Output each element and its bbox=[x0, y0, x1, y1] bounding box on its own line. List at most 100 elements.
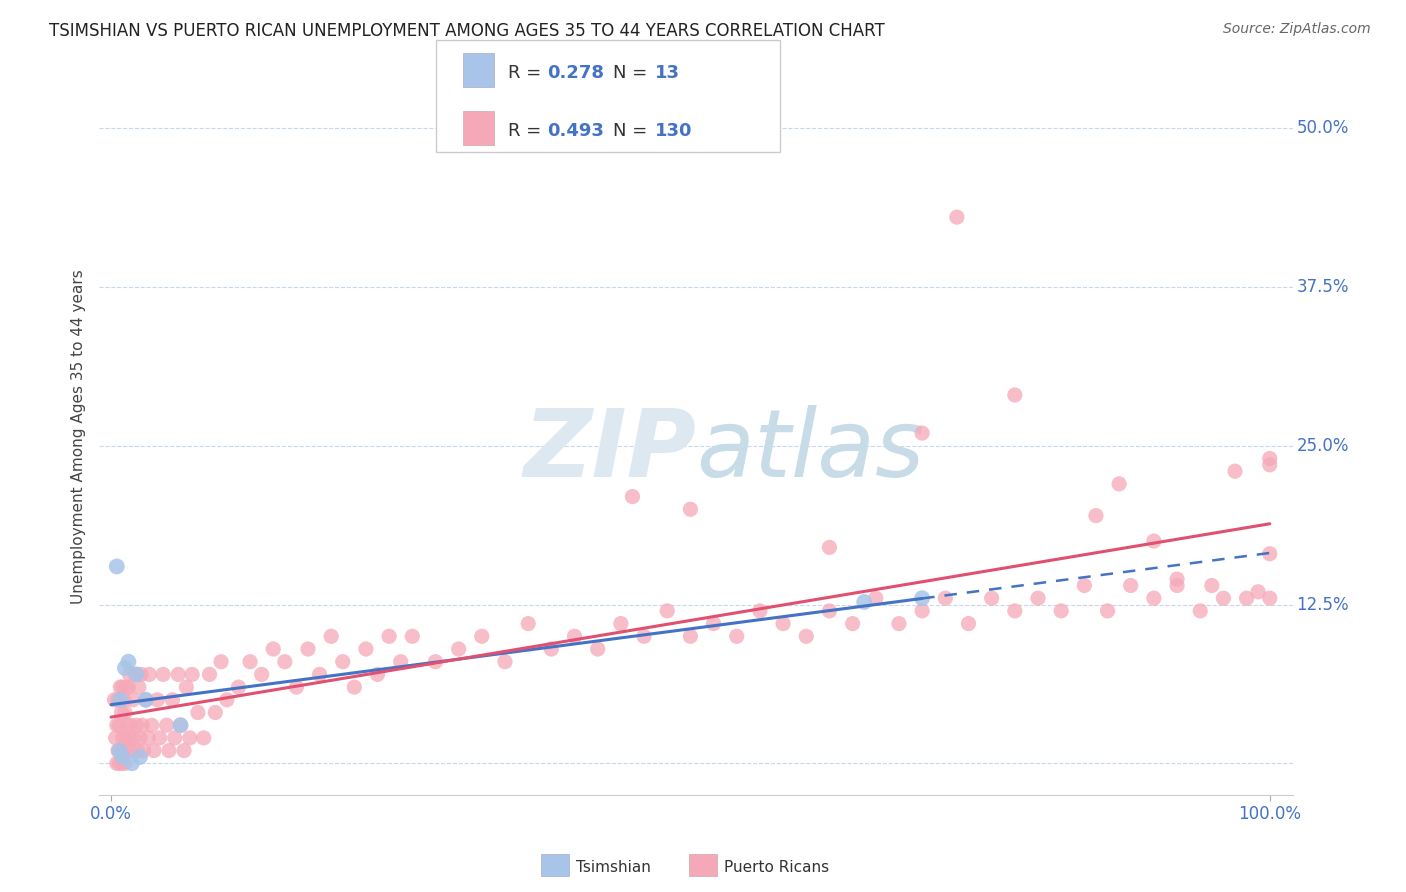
Point bbox=[209, 655, 232, 669]
Point bbox=[103, 693, 125, 707]
Point bbox=[228, 680, 250, 694]
Point bbox=[105, 756, 128, 771]
Point bbox=[1201, 578, 1223, 592]
Point bbox=[389, 655, 412, 669]
Point bbox=[173, 743, 195, 757]
Point bbox=[250, 667, 273, 681]
Text: Source: ZipAtlas.com: Source: ZipAtlas.com bbox=[1223, 22, 1371, 37]
Text: Tsimshian: Tsimshian bbox=[576, 860, 651, 874]
Point bbox=[748, 604, 770, 618]
Point bbox=[187, 706, 209, 720]
Point bbox=[181, 667, 204, 681]
Text: TSIMSHIAN VS PUERTO RICAN UNEMPLOYMENT AMONG AGES 35 TO 44 YEARS CORRELATION CHA: TSIMSHIAN VS PUERTO RICAN UNEMPLOYMENT A… bbox=[49, 22, 884, 40]
Point bbox=[621, 490, 644, 504]
Point bbox=[772, 616, 794, 631]
Point bbox=[262, 642, 284, 657]
Point bbox=[169, 718, 191, 732]
Point bbox=[853, 595, 876, 609]
Point bbox=[162, 693, 184, 707]
Point bbox=[1258, 547, 1281, 561]
Text: 0.493: 0.493 bbox=[547, 122, 603, 140]
Point bbox=[110, 706, 132, 720]
Point bbox=[367, 667, 389, 681]
Point bbox=[176, 680, 198, 694]
Point bbox=[1212, 591, 1234, 606]
Point bbox=[115, 680, 138, 694]
Point bbox=[911, 604, 934, 618]
Point bbox=[657, 604, 679, 618]
Point bbox=[610, 616, 633, 631]
Text: 13: 13 bbox=[655, 64, 681, 82]
Point bbox=[679, 629, 702, 643]
Point bbox=[540, 642, 562, 657]
Point bbox=[946, 210, 969, 224]
Point bbox=[107, 743, 129, 757]
Point bbox=[198, 667, 221, 681]
Point bbox=[122, 693, 145, 707]
Point bbox=[111, 750, 134, 764]
Point bbox=[1004, 388, 1026, 402]
Text: N =: N = bbox=[613, 64, 652, 82]
Text: ZIP: ZIP bbox=[523, 405, 696, 497]
Point bbox=[274, 655, 297, 669]
Point bbox=[1004, 604, 1026, 618]
Point bbox=[152, 667, 174, 681]
Point bbox=[1166, 572, 1188, 586]
Text: R =: R = bbox=[508, 122, 547, 140]
Point bbox=[887, 616, 910, 631]
Point bbox=[308, 667, 330, 681]
Point bbox=[841, 616, 863, 631]
Point bbox=[108, 756, 131, 771]
Point bbox=[1119, 578, 1142, 592]
Point bbox=[124, 667, 146, 681]
Point bbox=[633, 629, 655, 643]
Point bbox=[110, 693, 132, 707]
Point bbox=[122, 731, 145, 745]
Point bbox=[108, 743, 131, 757]
Point bbox=[725, 629, 748, 643]
Point bbox=[105, 718, 128, 732]
Point bbox=[121, 743, 143, 757]
Text: atlas: atlas bbox=[696, 405, 924, 496]
Point bbox=[114, 706, 136, 720]
Point bbox=[129, 667, 152, 681]
Point bbox=[1223, 464, 1246, 478]
Point bbox=[679, 502, 702, 516]
Point bbox=[149, 731, 172, 745]
Text: 50.0%: 50.0% bbox=[1296, 120, 1348, 137]
Point bbox=[471, 629, 494, 643]
Point bbox=[401, 629, 423, 643]
Point bbox=[1143, 591, 1166, 606]
Point bbox=[957, 616, 980, 631]
Point bbox=[1084, 508, 1107, 523]
Point bbox=[1097, 604, 1119, 618]
Point bbox=[118, 667, 141, 681]
Point bbox=[108, 718, 131, 732]
Point bbox=[112, 743, 135, 757]
Point bbox=[107, 693, 129, 707]
Point bbox=[564, 629, 586, 643]
Point bbox=[586, 642, 609, 657]
Text: 12.5%: 12.5% bbox=[1296, 596, 1350, 614]
Point bbox=[1073, 578, 1095, 592]
Point bbox=[1050, 604, 1073, 618]
Y-axis label: Unemployment Among Ages 35 to 44 years: Unemployment Among Ages 35 to 44 years bbox=[72, 268, 86, 604]
Point bbox=[117, 718, 139, 732]
Point bbox=[343, 680, 366, 694]
Point bbox=[142, 743, 165, 757]
Point bbox=[125, 667, 148, 681]
Point bbox=[110, 680, 132, 694]
Point bbox=[114, 661, 136, 675]
Text: 130: 130 bbox=[655, 122, 693, 140]
Point bbox=[127, 743, 149, 757]
Point bbox=[911, 591, 934, 606]
Point bbox=[167, 667, 190, 681]
Point bbox=[157, 743, 180, 757]
Point bbox=[104, 731, 127, 745]
Text: R =: R = bbox=[508, 64, 547, 82]
Point bbox=[321, 629, 343, 643]
Point bbox=[297, 642, 319, 657]
Point bbox=[494, 655, 516, 669]
Point bbox=[794, 629, 817, 643]
Point bbox=[1247, 585, 1270, 599]
